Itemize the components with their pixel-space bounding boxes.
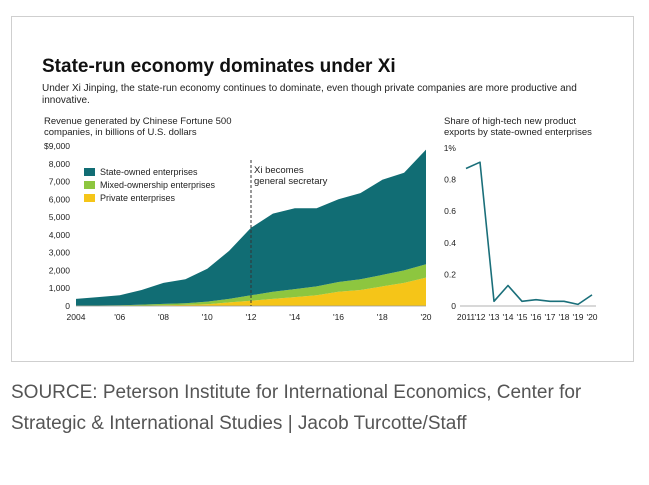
area-x-tick-label: 2004 — [67, 312, 86, 322]
line-y-tick-label: 0 — [451, 301, 456, 311]
annotation-label: general secretary — [254, 176, 328, 187]
line-x-tick-label: '15 — [516, 312, 527, 322]
line-x-tick-label: '18 — [558, 312, 569, 322]
area-x-tick-label: '14 — [289, 312, 300, 322]
line-x-tick-label: '12 — [474, 312, 485, 322]
line-y-tick-label: 0.2 — [444, 269, 456, 279]
area-x-tick-label: '10 — [202, 312, 213, 322]
area-series-2 — [76, 149, 426, 306]
area-x-tick-label: '12 — [245, 312, 256, 322]
line-chart: 0 0.2 0.4 0.6 0.8 1% 2011'12'13'14'15'16'17'18… — [444, 143, 598, 322]
area-chart: 0 1,000 2,000 3,000 4,000 5,000 6,000 7,000 8,00… — [44, 141, 432, 322]
area-series-0 — [76, 277, 426, 306]
line-y-tick-label: 1% — [444, 143, 457, 153]
area-x-tick-label: '16 — [333, 312, 344, 322]
legend-swatch — [84, 181, 95, 189]
annotation-label: Xi becomes — [254, 165, 304, 176]
line-x-tick-label: '13 — [488, 312, 499, 322]
line-x-tick-label: '19 — [572, 312, 583, 322]
area-y-tick-label: 5,000 — [49, 212, 71, 222]
legend-label: Private enterprises — [100, 193, 176, 203]
area-y-tick-label: 4,000 — [49, 230, 71, 240]
area-y-tick-label: 6,000 — [49, 194, 71, 204]
area-chart-title-line-1: Revenue generated by Chinese Fortune 500 — [44, 116, 232, 127]
line-y-tick-label: 0.4 — [444, 238, 456, 248]
area-y-tick-label: 7,000 — [49, 177, 71, 187]
line-x-tick-label: '20 — [586, 312, 597, 322]
line-x-tick-label: '16 — [530, 312, 541, 322]
area-y-tick-label: 0 — [65, 301, 70, 311]
line-series — [465, 161, 593, 306]
chart-subtitle: Under Xi Jinping, the state-run economy … — [42, 83, 577, 106]
area-x-tick-label: '20 — [420, 312, 431, 322]
legend-swatch — [84, 168, 95, 176]
legend-swatch — [84, 194, 95, 202]
area-x-tick-label: '06 — [114, 312, 125, 322]
line-x-tick-label: '14 — [502, 312, 513, 322]
area-y-tick-label: 2,000 — [49, 265, 71, 275]
line-chart-title-line-2: exports by state-owned enterprises — [444, 127, 592, 138]
line-x-tick-label: 2011 — [457, 312, 476, 322]
legend-label: State-owned enterprises — [100, 167, 198, 177]
source-caption: SOURCE: Peterson Institute for Internati… — [11, 382, 582, 434]
area-y-tick-label: 1,000 — [49, 283, 71, 293]
line-y-tick-label: 0.6 — [444, 206, 456, 216]
area-y-tick-label: 8,000 — [49, 159, 71, 169]
area-y-tick-label: $9,000 — [44, 141, 70, 151]
line-x-tick-label: '17 — [544, 312, 555, 322]
line-y-tick-label: 0.8 — [444, 175, 456, 185]
legend-label: Mixed-ownership enterprises — [100, 180, 216, 190]
area-x-tick-label: '18 — [377, 312, 388, 322]
area-x-tick-label: '08 — [158, 312, 169, 322]
area-y-tick-label: 3,000 — [49, 248, 71, 258]
line-chart-title-line-1: Share of high-tech new product — [444, 116, 576, 127]
area-chart-title-line-2: companies, in billions of U.S. dollars — [44, 127, 197, 138]
chart-title: State-run economy dominates under Xi — [42, 56, 396, 77]
